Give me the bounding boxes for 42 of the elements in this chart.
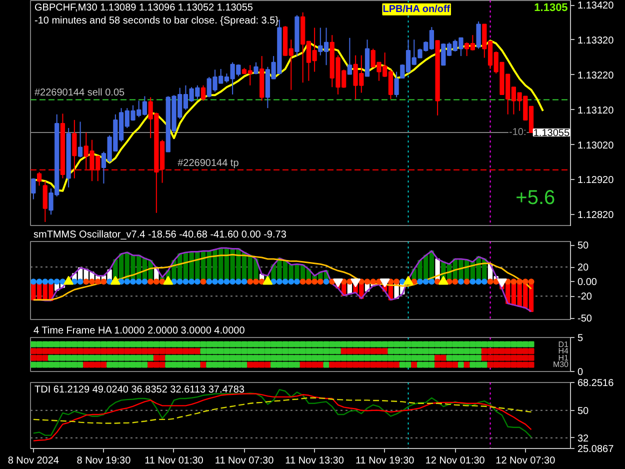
y-tick-label: 68.2516 [578,378,614,389]
chart-title: TDI 61.2129 49.0240 36.8352 32.6113 37.4783 [34,384,245,396]
y-tick-label: 0 [578,367,584,378]
x-tick-label: 11 Nov 13:30 [285,456,344,466]
text: H4 [558,346,570,356]
y-tick-label: 1.13220 [578,70,614,82]
y-tick-label: 20 [578,262,590,274]
x-tick-label: 12 Nov 07:30 [496,456,556,466]
x-tick-label: 11 Nov 07:30 [214,456,274,466]
annotation: +5.6 [516,187,556,210]
chart-title: smTMMS Oscillator_v7.4 -18.56 -40.68 -41.60 0.00 -9.73 [34,230,287,240]
y-tick-label: 1.13020 [578,140,614,152]
y-tick-label: -50 [578,314,592,325]
y-tick-label: 1.13420 [578,0,614,12]
annotation: LPB/HA on/off [382,4,451,15]
y-tick-label: 25.0867 [578,444,614,455]
y-tick-label: 1.12820 [578,210,614,222]
y-tick-label: 5 [578,333,584,344]
y-tick-label: 50 [578,240,590,252]
y-tick-label: 32 [578,433,590,444]
ref-line-label: 1.13055 [533,128,570,140]
x-tick-label: 12 Nov 01:30 [425,456,486,466]
x-tick-label: 8 Nov 19:30 [76,456,132,466]
ref-line-label: #22690144 sell 0.05 [34,88,126,99]
chart-title: GBPCHF,M30 1.13089 1.13096 1.13052 1.13055 [34,2,254,14]
y-tick-label: -20 [578,292,592,303]
text: -10 minutes and 58 seconds to bar close. {Spread: 3.5} [34,16,280,26]
text: D1 [558,340,570,349]
x-tick-label: 8 Nov 2024 [8,456,60,466]
y-tick-label: 1.13120 [578,105,614,116]
chart-title: 4 Time Frame HA 1.0000 2.0000 3.0000 4.0000 [34,326,246,336]
y-tick-label: 0.00 [578,277,598,288]
y-tick-label: 50 [578,406,590,417]
annotation: 1.1305 [534,2,568,14]
x-tick-label: 11 Nov 19:30 [355,456,415,466]
y-tick-label: 1.12920 [578,175,614,186]
x-tick-label: 11 Nov 01:30 [144,456,204,466]
text: H1 [558,353,570,362]
text: M30 [552,360,570,370]
y-tick-label: 1.13320 [578,35,614,46]
annotation: -10: [508,126,526,138]
ref-line-label: #22690144 tp [178,158,240,169]
